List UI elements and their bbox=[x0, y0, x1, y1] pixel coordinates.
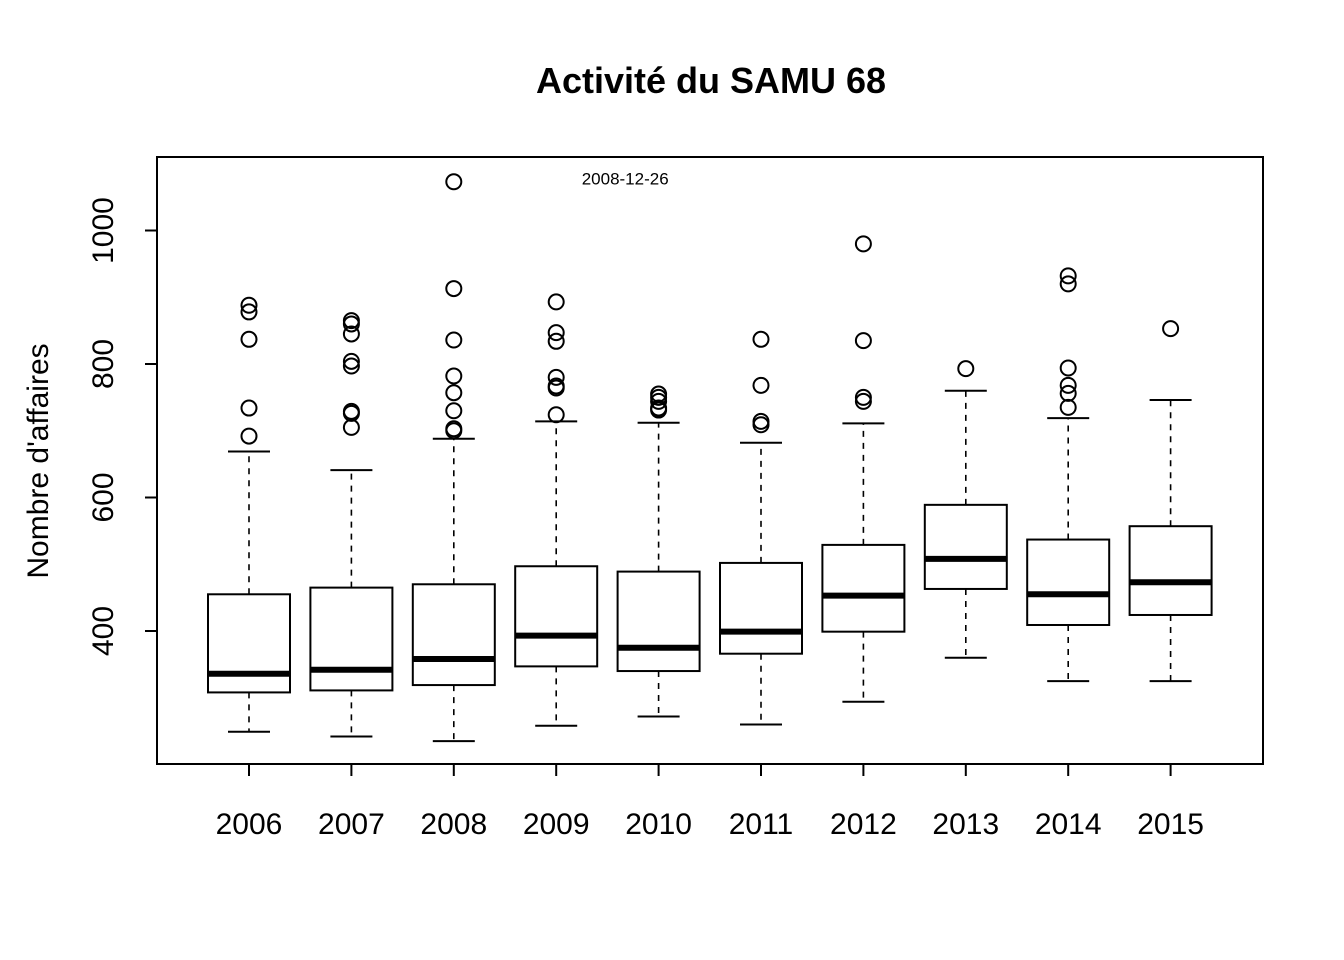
outlier-annotation: 2008-12-26 bbox=[582, 169, 669, 188]
outlier-point bbox=[1059, 359, 1077, 377]
x-tick-label: 2007 bbox=[318, 808, 385, 841]
box-2014 bbox=[1026, 267, 1111, 683]
box-2010 bbox=[616, 385, 701, 718]
outlier-point bbox=[342, 402, 360, 420]
outlier-point bbox=[1059, 384, 1077, 402]
outlier-point bbox=[547, 377, 565, 395]
iqr-box bbox=[207, 593, 291, 694]
iqr-box bbox=[1026, 538, 1111, 626]
x-tick-label: 2010 bbox=[625, 808, 692, 841]
outlier-point bbox=[240, 303, 258, 321]
plot-frame bbox=[156, 156, 1264, 765]
outlier-point bbox=[752, 330, 770, 348]
x-tick-label: 2006 bbox=[216, 808, 283, 841]
outlier-point bbox=[1059, 398, 1077, 416]
y-tick-label: 800 bbox=[87, 339, 120, 389]
x-tick-label: 2012 bbox=[830, 808, 897, 841]
box-2011 bbox=[719, 330, 803, 726]
iqr-box bbox=[616, 570, 701, 673]
boxes-group bbox=[207, 173, 1213, 743]
outlier-point bbox=[342, 352, 360, 370]
x-tick-label: 2015 bbox=[1137, 808, 1204, 841]
outlier-point bbox=[445, 331, 463, 349]
outlier-point bbox=[650, 392, 668, 410]
outlier-point bbox=[854, 332, 872, 350]
box-2008 bbox=[411, 173, 496, 743]
outlier-point bbox=[240, 427, 258, 445]
outlier-point bbox=[445, 384, 463, 402]
outlier-point bbox=[1059, 275, 1077, 293]
y-tick-label: 600 bbox=[87, 472, 120, 522]
outlier-point bbox=[445, 420, 463, 438]
iqr-box bbox=[821, 543, 906, 633]
box-2013 bbox=[923, 360, 1008, 659]
outlier-point bbox=[342, 357, 360, 375]
outlier-point bbox=[342, 315, 360, 333]
outlier-point bbox=[752, 416, 770, 434]
outlier-point bbox=[854, 392, 872, 410]
x-tick-label: 2008 bbox=[420, 808, 487, 841]
box-2006 bbox=[207, 296, 291, 733]
iqr-box bbox=[309, 586, 394, 692]
outlier-point bbox=[650, 385, 668, 403]
outlier-point bbox=[1162, 320, 1180, 338]
outlier-point bbox=[445, 402, 463, 420]
box-2012 bbox=[821, 235, 906, 703]
outlier-point bbox=[547, 406, 565, 424]
iqr-box bbox=[514, 565, 599, 668]
x-tick-label: 2013 bbox=[932, 808, 999, 841]
box-2015 bbox=[1128, 320, 1213, 683]
outlier-point bbox=[445, 280, 463, 298]
outlier-point bbox=[445, 367, 463, 385]
outlier-point bbox=[240, 330, 258, 348]
outlier-point bbox=[854, 235, 872, 253]
iqr-box bbox=[1128, 525, 1213, 616]
outlier-point bbox=[342, 418, 360, 436]
outlier-point bbox=[547, 332, 565, 350]
outlier-point bbox=[240, 296, 258, 314]
y-axis-label: Nombre d'affaires bbox=[22, 343, 55, 578]
iqr-box bbox=[923, 503, 1008, 590]
outlier-point bbox=[342, 312, 360, 330]
x-axis: 2006 2007 2008 2009 2010 2011 2012 2013 2014 2015 bbox=[216, 764, 1204, 841]
box-2007 bbox=[309, 312, 394, 738]
y-axis: 400 600 800 1000 bbox=[87, 197, 157, 656]
outlier-point bbox=[1059, 376, 1077, 394]
iqr-box bbox=[411, 583, 496, 687]
iqr-box bbox=[719, 561, 803, 655]
x-tick-label: 2009 bbox=[523, 808, 590, 841]
y-tick-label: 400 bbox=[87, 606, 120, 656]
outlier-point bbox=[752, 412, 770, 430]
y-tick-label: 1000 bbox=[87, 197, 120, 264]
outlier-point bbox=[1059, 267, 1077, 285]
outlier-point bbox=[854, 388, 872, 406]
outlier-point bbox=[547, 293, 565, 311]
outlier-point bbox=[547, 324, 565, 342]
box-2009 bbox=[514, 293, 599, 727]
outlier-point bbox=[957, 360, 975, 378]
outlier-point bbox=[752, 376, 770, 394]
outlier-point bbox=[240, 399, 258, 417]
outlier-point bbox=[547, 368, 565, 386]
x-tick-label: 2011 bbox=[729, 808, 794, 841]
chart-title: Activité du SAMU 68 bbox=[536, 60, 886, 101]
outlier-point bbox=[445, 173, 463, 191]
outlier-point bbox=[342, 325, 360, 343]
x-tick-label: 2014 bbox=[1035, 808, 1102, 841]
